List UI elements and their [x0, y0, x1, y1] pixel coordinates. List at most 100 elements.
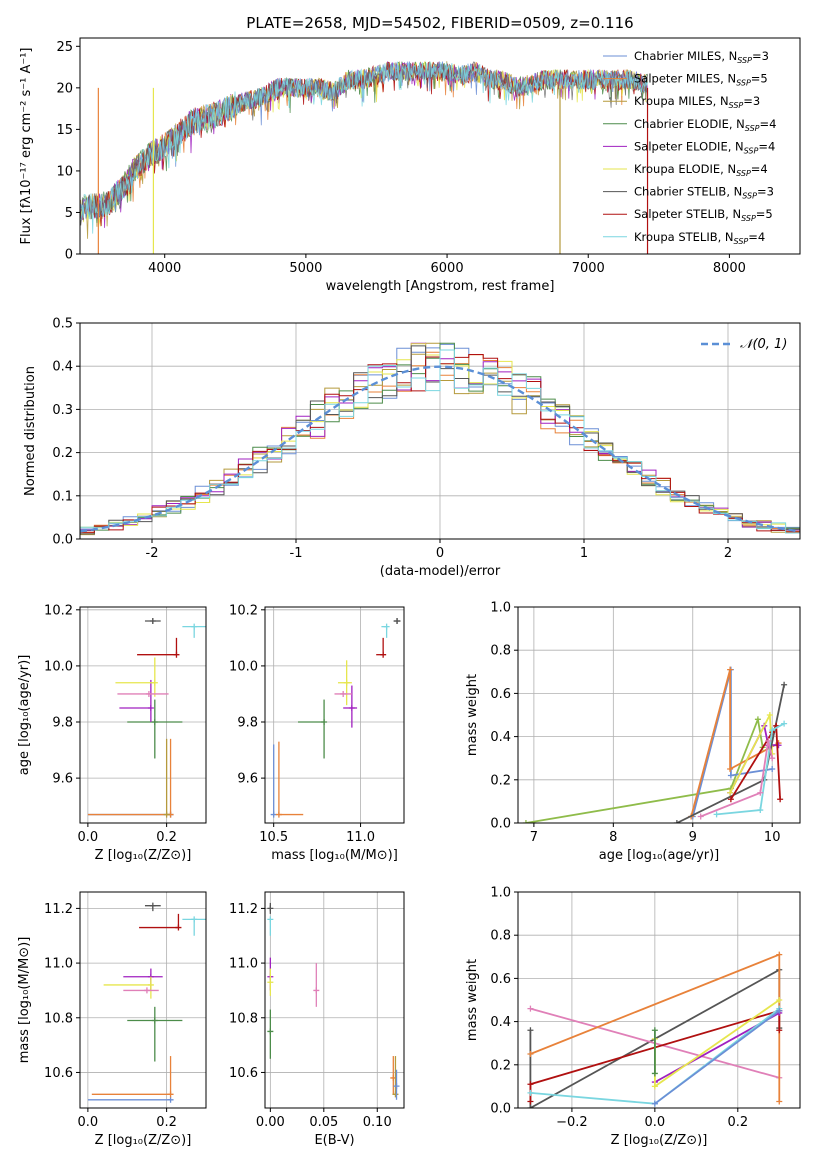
x-tick-label: 0.2 [727, 1115, 748, 1130]
weight-marker [776, 1007, 783, 1014]
point-marker [267, 905, 274, 912]
legend-label-sub: SSP [741, 214, 756, 223]
x-tick-label: 8 [609, 830, 617, 845]
y-tick-label: 0.5 [52, 317, 73, 332]
error-point [137, 637, 180, 658]
weight-line [690, 669, 780, 817]
y-tick-label: 10.8 [229, 1011, 258, 1026]
error-point [393, 618, 401, 625]
legend-label-sub: SSP [736, 169, 751, 178]
y-tick-label: 0.8 [490, 929, 511, 944]
point-marker [191, 623, 198, 630]
x-tick-label: 5000 [289, 261, 322, 276]
point-marker [267, 916, 274, 923]
axes-frame [79, 891, 207, 1109]
point-marker [348, 704, 355, 711]
point-marker [393, 1083, 400, 1090]
y-tick-label: 1.0 [490, 601, 511, 616]
legend-label-sub: SSP [744, 146, 759, 155]
weight-marker [727, 766, 734, 772]
legend-label-suffix: =4 [748, 230, 765, 244]
error-point [91, 1056, 174, 1098]
y-tick-label: 11.0 [44, 957, 73, 972]
weight-marker [697, 813, 704, 820]
error-point [127, 1006, 183, 1062]
legend-label-sub: SSP [737, 56, 752, 65]
error-point [103, 976, 154, 999]
plot-area [522, 666, 788, 823]
weight-marker [776, 997, 783, 1003]
chart-weight_vs_age: 7 8 9 10 0.0 0.2 0.4 0.6 0.8 1.0 age [log₁₀(age/yr… [465, 601, 801, 863]
y-tick-label: 9.6 [52, 772, 73, 787]
weight-marker [757, 807, 764, 814]
plot-area [87, 618, 206, 818]
y-tick-label: 10.0 [44, 659, 73, 674]
weight-marker [727, 796, 734, 803]
weight-line [700, 740, 774, 818]
point-marker [191, 916, 198, 923]
y-tick-label: 11.0 [229, 957, 258, 972]
y-axis-label: mass weight [465, 674, 480, 756]
x-tick-label: −0.2 [556, 1115, 588, 1130]
y-tick-label: 0.2 [490, 1058, 511, 1073]
y-tick-label: 0.1 [52, 489, 73, 504]
x-tick-label: 0.0 [78, 1115, 99, 1130]
chart-age_vs_mass: 10.5 11.0 9.6 9.8 10.0 10.2 mass [log₁₀(M/M⊙)] [229, 603, 405, 863]
weight-marker [765, 737, 772, 744]
error-point [144, 902, 161, 912]
weight-marker [527, 1105, 534, 1108]
error-point [163, 738, 170, 818]
y-tick-label: 9.8 [52, 716, 73, 731]
error-point [270, 744, 277, 818]
axes-frame [79, 606, 207, 824]
legend-label: Kroupa STELIB, NSSP=4 [634, 230, 765, 246]
y-axis-label: mass weight [465, 959, 480, 1041]
y-tick-label: 10.8 [44, 1011, 73, 1026]
weight-marker [777, 796, 784, 803]
weight-marker [527, 1098, 534, 1105]
weight-line [654, 1010, 780, 1105]
axes-frame [517, 891, 801, 1109]
weight-marker [727, 772, 734, 779]
x-tick-label: 10 [764, 830, 781, 845]
y-tick-label: 20 [56, 81, 73, 96]
y-tick-label: 10.2 [44, 603, 73, 618]
point-marker [167, 1096, 174, 1103]
legend-label-sub: SSP [742, 192, 757, 201]
error-point [182, 623, 206, 638]
weight-marker [769, 755, 776, 762]
error-point [144, 618, 161, 625]
y-tick-label: 0.0 [490, 817, 511, 832]
weight-marker [781, 681, 788, 688]
chart-residuals: -2 -1 0 1 2 0.0 0.1 0.2 0.3 0.4 0.5 (data-model)/er… [23, 317, 801, 579]
y-tick-label: 0.2 [490, 773, 511, 788]
y-axis-label: Flux [fλ10⁻¹⁷ erg cm⁻² s⁻¹ A⁻¹] [19, 48, 34, 245]
weight-marker [527, 1089, 534, 1096]
plot-area [80, 60, 649, 254]
error-point [123, 968, 163, 991]
x-tick-label: 0.0 [78, 830, 99, 845]
legend-label-suffix: =3 [743, 94, 760, 108]
legend-label-suffix: =4 [751, 162, 768, 176]
legend-label-suffix: =5 [751, 72, 768, 86]
point-marker [343, 679, 350, 686]
y-tick-label: 11.2 [229, 902, 258, 917]
error-point [115, 657, 158, 697]
y-tick-label: 0.0 [490, 1102, 511, 1117]
point-marker [267, 979, 274, 986]
legend-label-main: Salpeter ELODIE, N [634, 139, 744, 153]
y-tick-label: 25 [56, 40, 73, 55]
error-point [87, 738, 174, 818]
point-marker [151, 719, 158, 726]
legend-label: Salpeter MILES, NSSP=5 [634, 72, 768, 88]
legend-label-suffix: =5 [756, 207, 773, 221]
y-tick-label: 10 [56, 164, 73, 179]
point-marker [147, 704, 154, 711]
x-tick-label: 11.0 [346, 830, 375, 845]
legend-label: Kroupa MILES, NSSP=3 [634, 94, 760, 110]
y-tick-label: 9.6 [237, 772, 258, 787]
error-point [313, 963, 320, 1007]
x-tick-label: 1 [580, 546, 588, 561]
x-tick-label: 0.2 [156, 830, 177, 845]
